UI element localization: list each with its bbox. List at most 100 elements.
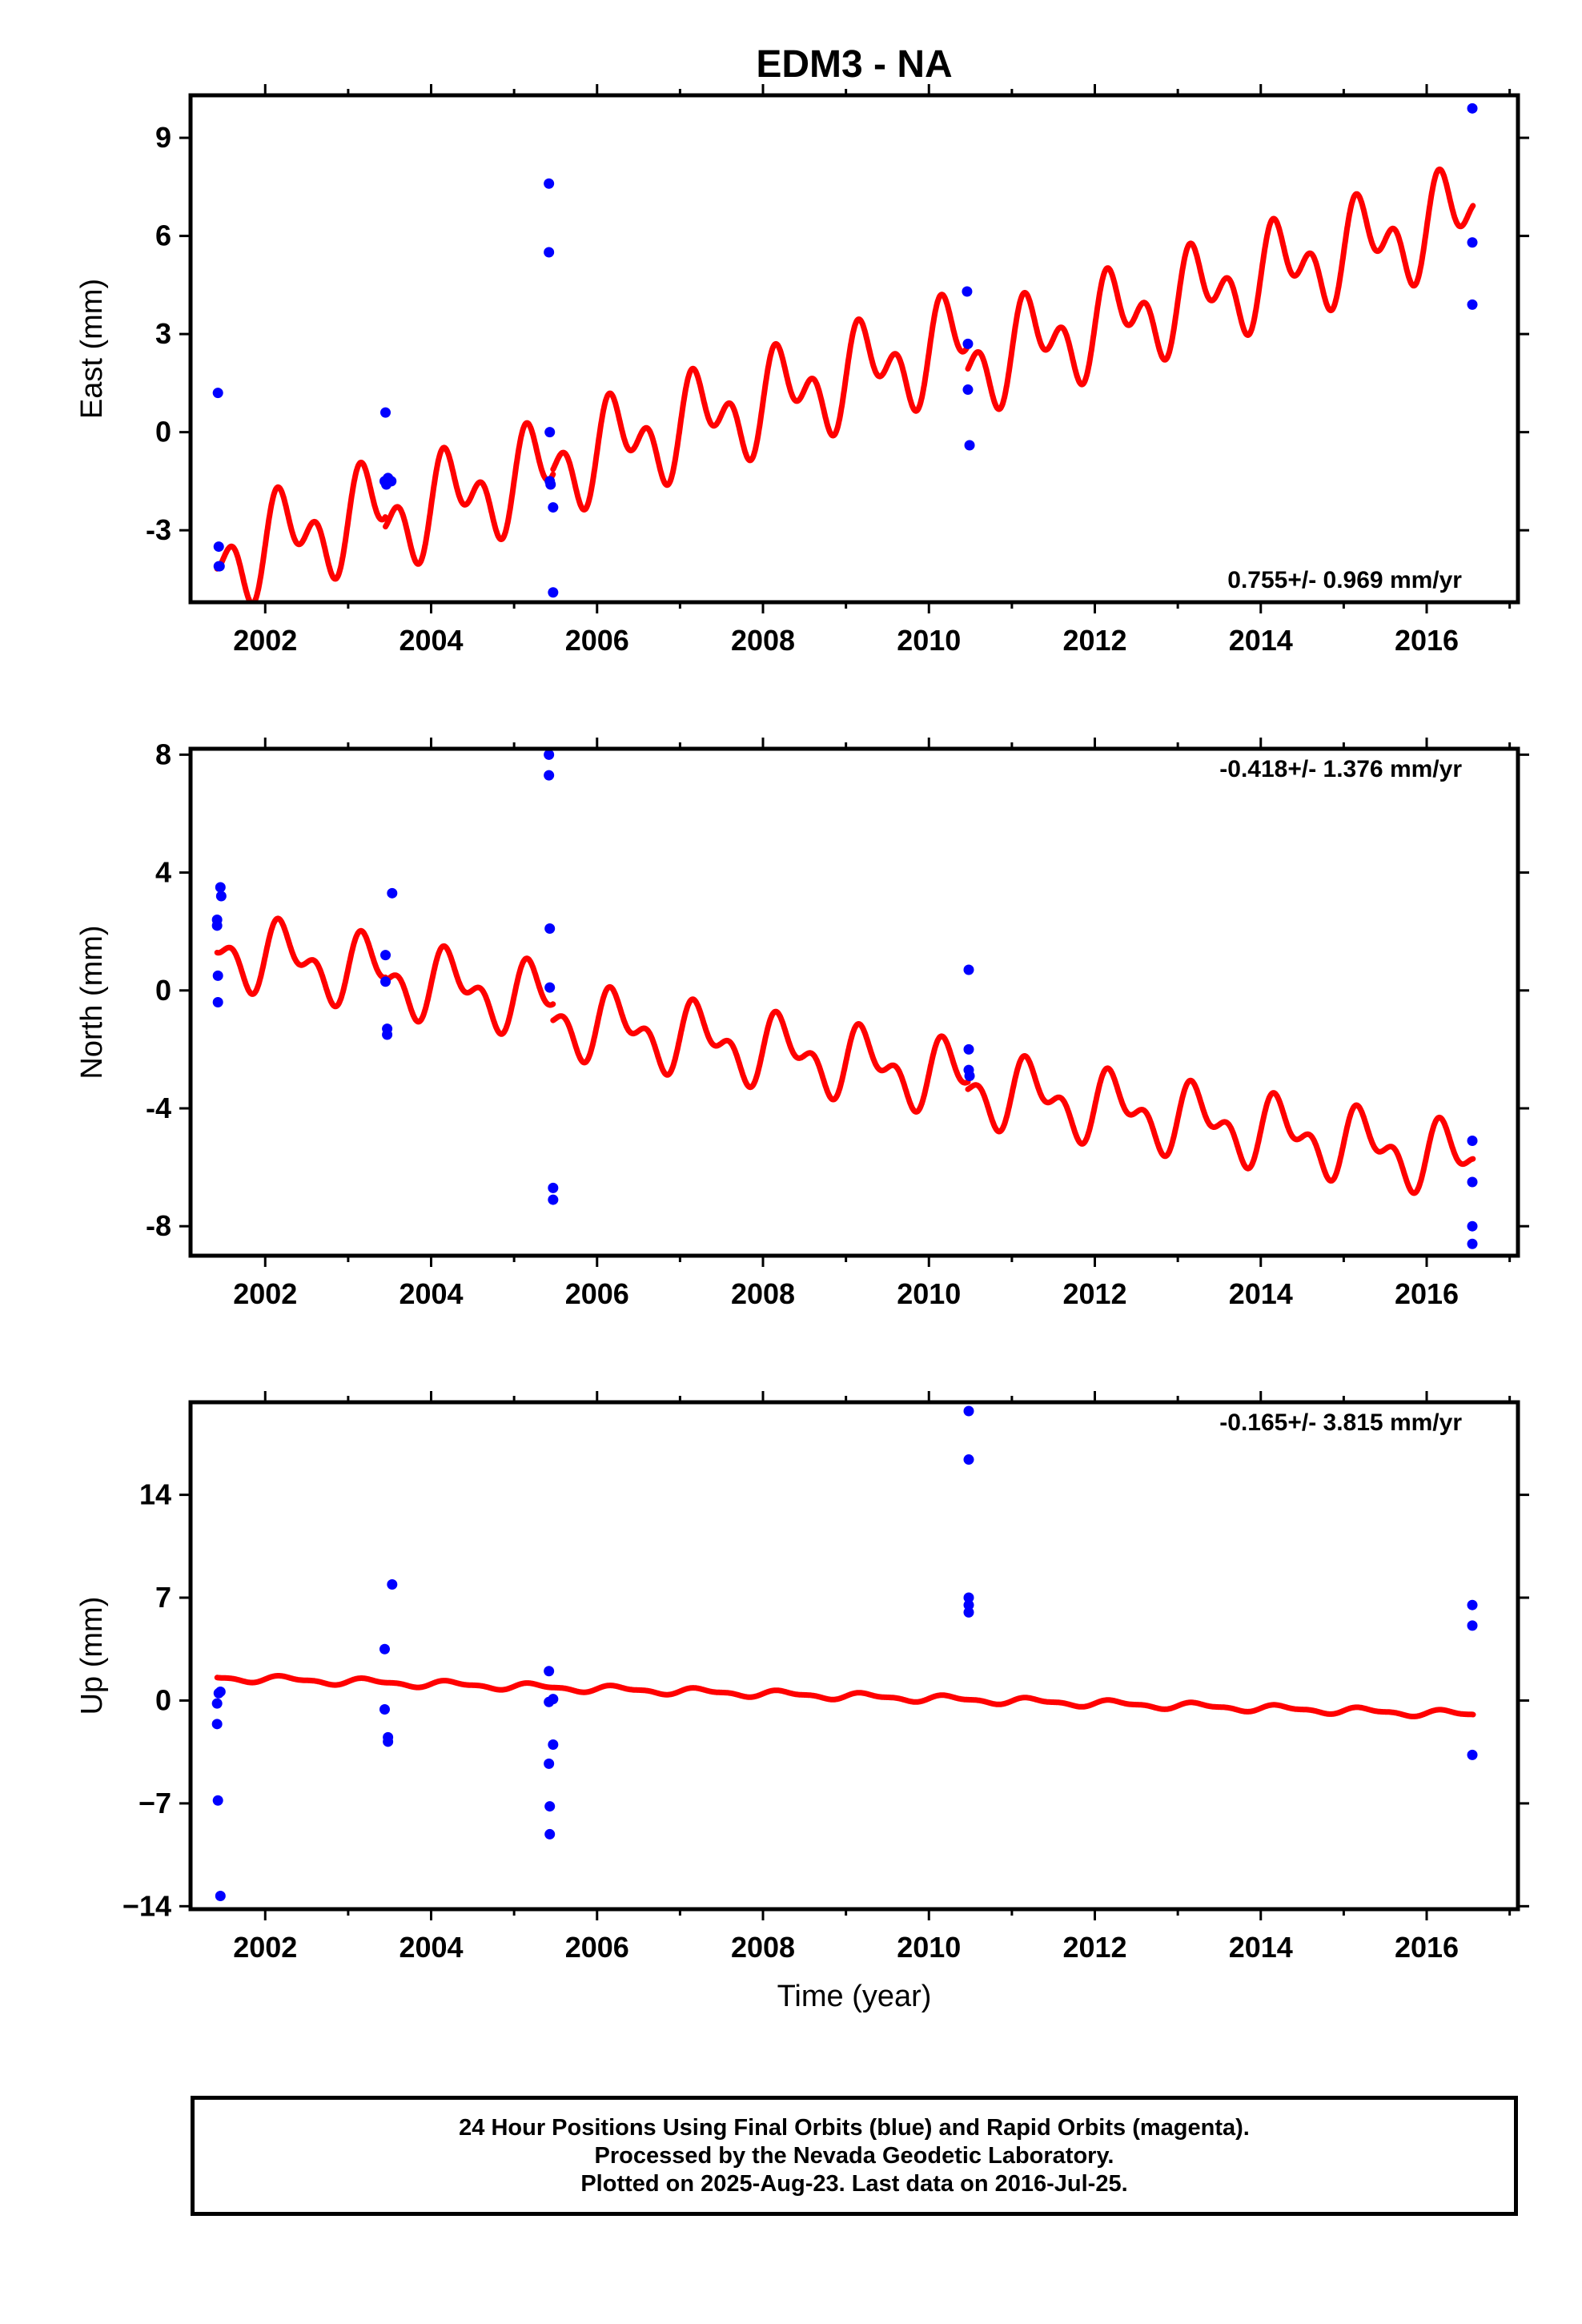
model-curve <box>214 1673 1476 1719</box>
panels: 2002 2004 2006 2008 2010 2012 2014 2016 -3 0 3 6 9 Ea… <box>75 84 1529 1964</box>
x-tick-label: 2014 <box>1229 624 1293 657</box>
data-point <box>963 1606 974 1618</box>
data-point <box>379 1703 390 1715</box>
data-point <box>963 964 974 975</box>
data-point <box>545 479 556 490</box>
data-point <box>213 1687 224 1699</box>
data-point <box>548 1739 559 1751</box>
x-tick-label: 2004 <box>399 1931 463 1964</box>
y-tick-label: 9 <box>155 121 171 154</box>
model-curve <box>550 292 971 513</box>
x-tick-label: 2012 <box>1062 1277 1126 1310</box>
data-point <box>544 247 555 258</box>
data-point <box>544 982 556 993</box>
data-point <box>1467 1176 1478 1188</box>
y-tick-label: -8 <box>146 1209 171 1242</box>
data-point <box>544 923 556 934</box>
footer-line-2: Processed by the Nevada Geodetic Laborat… <box>594 2142 1114 2169</box>
rate-annotation: -0.165+/- 3.815 mm/yr <box>1219 1409 1462 1436</box>
y-axis-label: East (mm) <box>75 279 109 419</box>
data-point <box>212 997 223 1007</box>
data-point <box>962 286 973 297</box>
model-curve <box>383 420 556 567</box>
x-tick-label: 2010 <box>897 1931 961 1964</box>
y-tick-label: 0 <box>155 416 171 448</box>
data-point <box>1467 103 1478 114</box>
data-point <box>544 427 556 438</box>
panel-2: 2002 2004 2006 2008 2010 2012 2014 2016 -8 -4 0 4 8 N… <box>75 738 1529 1310</box>
x-tick-label: 2016 <box>1395 1277 1459 1310</box>
model-curve <box>550 983 971 1115</box>
y-tick-label: 4 <box>155 856 171 889</box>
plot-area <box>211 749 1478 1249</box>
y-tick-label: -4 <box>146 1092 171 1124</box>
x-tick-label: 2014 <box>1229 1931 1293 1964</box>
data-point <box>1467 1238 1478 1249</box>
data-point <box>380 976 391 987</box>
x-tick-label: 2002 <box>233 1931 297 1964</box>
model-curve <box>383 943 556 1037</box>
data-point <box>963 1405 974 1417</box>
y-tick-label: 6 <box>155 219 171 252</box>
rate-annotation: -0.418+/- 1.376 mm/yr <box>1219 756 1462 782</box>
y-axis-label: Up (mm) <box>75 1597 109 1715</box>
x-tick-label: 2010 <box>897 1277 961 1310</box>
data-point <box>215 882 226 893</box>
rate-annotation: 0.755+/- 0.969 mm/yr <box>1227 567 1462 593</box>
y-tick-label: 7 <box>155 1581 171 1614</box>
data-point <box>212 970 223 981</box>
data-point <box>964 440 975 451</box>
data-point <box>1467 1749 1478 1760</box>
plot-area <box>211 1405 1478 1901</box>
data-point <box>544 749 555 760</box>
model-curve <box>214 915 388 1010</box>
x-tick-label: 2010 <box>897 624 961 657</box>
y-tick-label: 3 <box>155 317 171 350</box>
model-curve <box>965 1053 1476 1196</box>
x-tick-label: 2014 <box>1229 1277 1293 1310</box>
y-tick-label: 8 <box>155 738 171 770</box>
x-tick-label: 2016 <box>1395 1931 1459 1964</box>
model-curve <box>214 460 388 602</box>
data-point <box>548 1182 559 1193</box>
data-point <box>964 1071 975 1082</box>
y-tick-label: -3 <box>146 513 171 546</box>
data-point <box>213 541 224 553</box>
x-tick-label: 2004 <box>399 624 463 657</box>
data-point <box>544 1696 555 1707</box>
data-point <box>544 1801 556 1812</box>
data-point <box>1467 1620 1478 1631</box>
data-point <box>544 1758 555 1769</box>
panel-3: 2002 2004 2006 2008 2010 2012 2014 2016 −14 −7 0 7 1… <box>75 1391 1529 1964</box>
data-point <box>383 1736 394 1747</box>
data-point <box>963 1599 974 1610</box>
data-point <box>1467 237 1478 248</box>
data-point <box>962 384 974 396</box>
x-tick-label: 2004 <box>399 1277 463 1310</box>
x-tick-label: 2012 <box>1062 1931 1126 1964</box>
data-point <box>963 1043 974 1055</box>
data-point <box>544 770 555 781</box>
data-point <box>382 1029 393 1040</box>
data-point <box>544 1828 556 1839</box>
data-point <box>544 178 555 189</box>
x-tick-label: 2006 <box>565 1931 629 1964</box>
data-point <box>387 1579 398 1590</box>
x-tick-label: 2002 <box>233 1277 297 1310</box>
y-tick-label: 14 <box>139 1478 171 1511</box>
data-point <box>212 1795 223 1806</box>
x-tick-label: 2008 <box>731 1931 795 1964</box>
x-tick-label: 2016 <box>1395 624 1459 657</box>
data-point <box>212 388 223 399</box>
x-tick-label: 2008 <box>731 1277 795 1310</box>
panel-frame <box>188 1400 1520 1912</box>
chart-title: EDM3 - NA <box>756 43 952 86</box>
panel-1: 2002 2004 2006 2008 2010 2012 2014 2016 -3 0 3 6 9 Ea… <box>75 84 1529 657</box>
footer-box: 24 Hour Positions Using Final Orbits (bl… <box>191 2096 1518 2216</box>
data-point <box>1467 1220 1478 1232</box>
data-point <box>215 1890 226 1901</box>
data-point <box>387 887 398 899</box>
data-point <box>548 502 559 513</box>
data-point <box>380 950 391 961</box>
data-point <box>963 1454 974 1466</box>
